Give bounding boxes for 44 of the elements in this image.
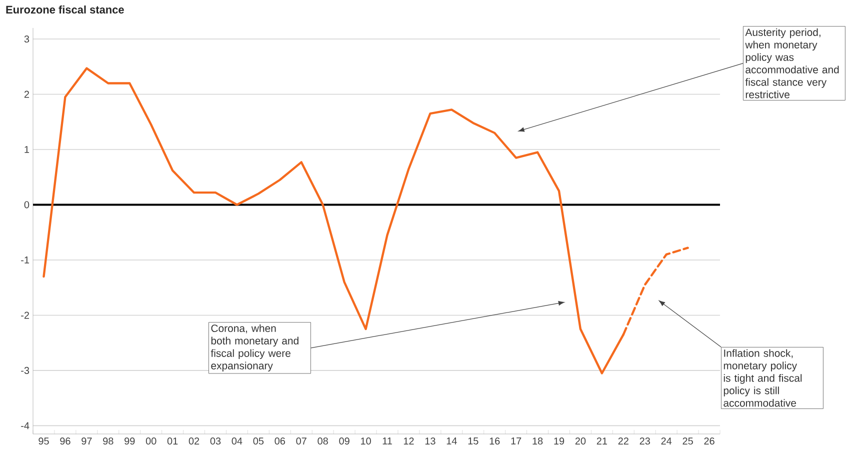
x-tick-label: 97 xyxy=(82,438,92,445)
y-tick-label: -3 xyxy=(21,366,30,374)
x-tick-label: 23 xyxy=(640,438,650,445)
x-tick-label: 19 xyxy=(554,438,564,445)
annotation: Corona, when both monetary and fiscal policy were expansionary xyxy=(210,324,298,372)
y-tick-label: 2 xyxy=(24,90,29,98)
y-tick-label: -2 xyxy=(21,312,29,319)
x-tick-label: 12 xyxy=(404,438,414,444)
x-tick-label: 24 xyxy=(661,438,672,444)
x-tick-label: 11 xyxy=(382,438,392,444)
x-tick-label: 15 xyxy=(468,438,478,444)
x-tick-label: 08 xyxy=(318,438,328,445)
x-tick-label: 02 xyxy=(188,438,200,445)
x-tick-label: 06 xyxy=(274,438,286,445)
x-tick-label: 95 xyxy=(38,438,49,445)
x-tick-label: 22 xyxy=(618,438,628,444)
x-tick-label: 99 xyxy=(124,438,135,445)
x-tick-label: 03 xyxy=(210,438,221,445)
text: Austerity period, when monetary policy was accommodative and fiscal stance very restrictive xyxy=(745,28,839,98)
x-tick-label: 21 xyxy=(596,438,607,444)
x-tick-label: 13 xyxy=(425,438,436,445)
y-tick-label: 1 xyxy=(24,146,30,153)
y-tick-label: 3 xyxy=(24,36,30,43)
y-tick-label: 0 xyxy=(24,201,30,208)
x-tick-label: 26 xyxy=(704,438,714,445)
x-tick-label: 01 xyxy=(167,438,178,445)
x-tick-label: 09 xyxy=(339,438,350,445)
x-tick-label: 07 xyxy=(296,438,306,445)
x-tick-label: 20 xyxy=(575,438,586,445)
x-tick-label: 98 xyxy=(103,438,114,445)
x-tick-label: 96 xyxy=(60,438,70,445)
chart-title: Eurozone fiscal stance xyxy=(6,6,124,14)
x-tick-label: 04 xyxy=(232,438,242,445)
y-tick-label: -1 xyxy=(21,256,30,264)
x-tick-label: 05 xyxy=(253,438,264,445)
x-tick-label: 18 xyxy=(532,438,543,445)
x-tick-label: 10 xyxy=(361,438,371,445)
x-tick-label: 16 xyxy=(490,438,500,445)
x-tick-label: 25 xyxy=(682,438,693,445)
x-tick-label: 14 xyxy=(446,438,457,444)
x-tick-label: 17 xyxy=(511,438,522,444)
y-tick-label: -4 xyxy=(21,422,30,430)
x-tick-label: 00 xyxy=(146,438,156,445)
text: Inflation shock, monetary policy is tight and fiscal policy is still accommodative xyxy=(724,349,802,407)
